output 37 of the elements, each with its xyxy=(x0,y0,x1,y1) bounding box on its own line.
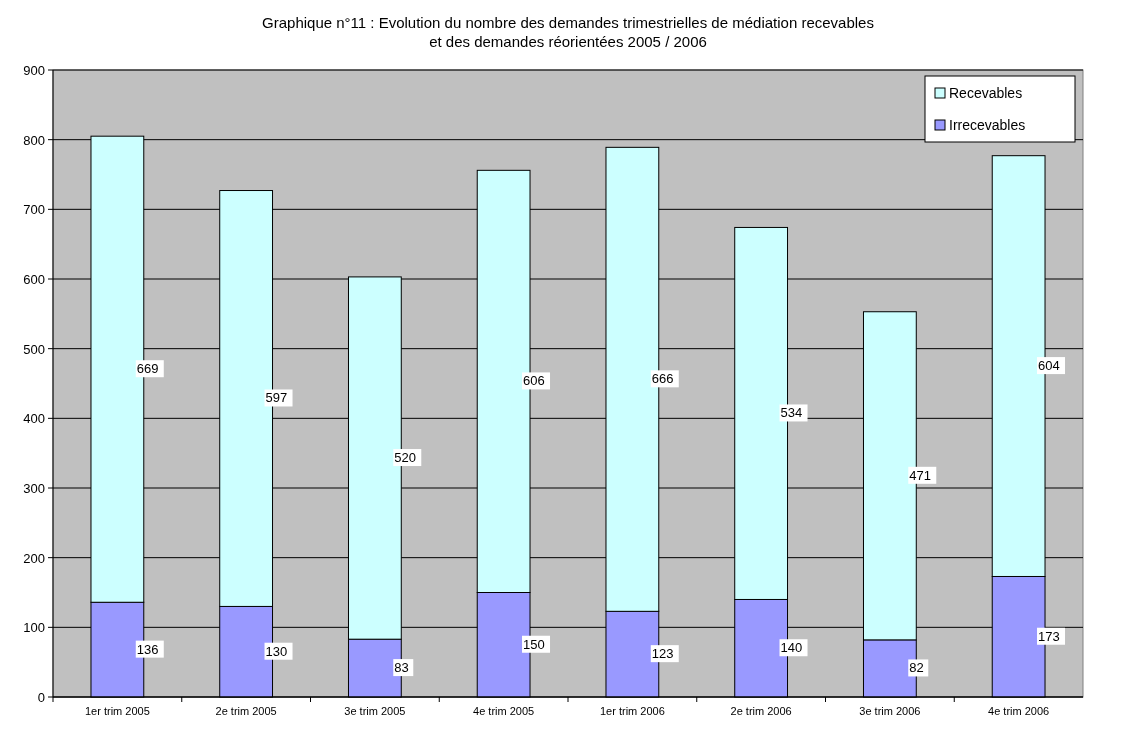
y-tick-label: 800 xyxy=(23,132,45,148)
data-label: 666 xyxy=(651,371,674,387)
data-label: 140 xyxy=(780,640,803,656)
data-label: 669 xyxy=(136,361,159,377)
data-label: 606 xyxy=(523,373,545,389)
x-tick-label: 3e trim 2006 xyxy=(859,705,921,717)
x-tick-label: 1er trim 2005 xyxy=(84,705,150,717)
data-label: 123 xyxy=(651,646,674,662)
x-tick-label: 1er trim 2006 xyxy=(599,705,665,717)
data-label: 597 xyxy=(265,390,288,406)
y-tick-label: 500 xyxy=(23,341,45,357)
x-tick-label: 2e trim 2006 xyxy=(730,705,792,717)
y-tick-label: 100 xyxy=(23,620,45,636)
chart-title: Graphique n°11 : Evolution du nombre des demandes trimestrielles de médiation recevables et des demandes réorientées 2005 / 2006 xyxy=(262,14,874,50)
x-tick-label: 2e trim 2005 xyxy=(215,705,277,717)
legend-label: Irrecevables xyxy=(949,117,1026,133)
y-tick-label: 0 xyxy=(37,690,45,705)
data-label: 604 xyxy=(1038,358,1060,374)
y-tick-label: 700 xyxy=(23,202,45,218)
data-label: 130 xyxy=(265,643,288,659)
y-tick-label: 400 xyxy=(23,411,45,427)
data-label: 82 xyxy=(909,660,924,676)
data-label: 534 xyxy=(780,405,803,421)
data-label: 173 xyxy=(1038,628,1060,644)
legend-label: Recevables xyxy=(949,85,1023,101)
data-label: 83 xyxy=(394,660,409,676)
x-tick-label: 4e trim 2006 xyxy=(988,705,1050,717)
y-tick-label: 600 xyxy=(23,272,45,287)
data-label: 150 xyxy=(523,636,545,652)
data-label: 471 xyxy=(909,467,931,483)
y-tick-label: 200 xyxy=(23,550,45,566)
x-tick-label: 4e trim 2005 xyxy=(473,705,535,717)
data-label: 520 xyxy=(394,450,416,466)
y-tick-label: 300 xyxy=(23,481,45,496)
data-label: 136 xyxy=(136,641,159,657)
x-tick-label: 3e trim 2005 xyxy=(344,705,406,717)
y-tick-label: 900 xyxy=(23,63,45,78)
